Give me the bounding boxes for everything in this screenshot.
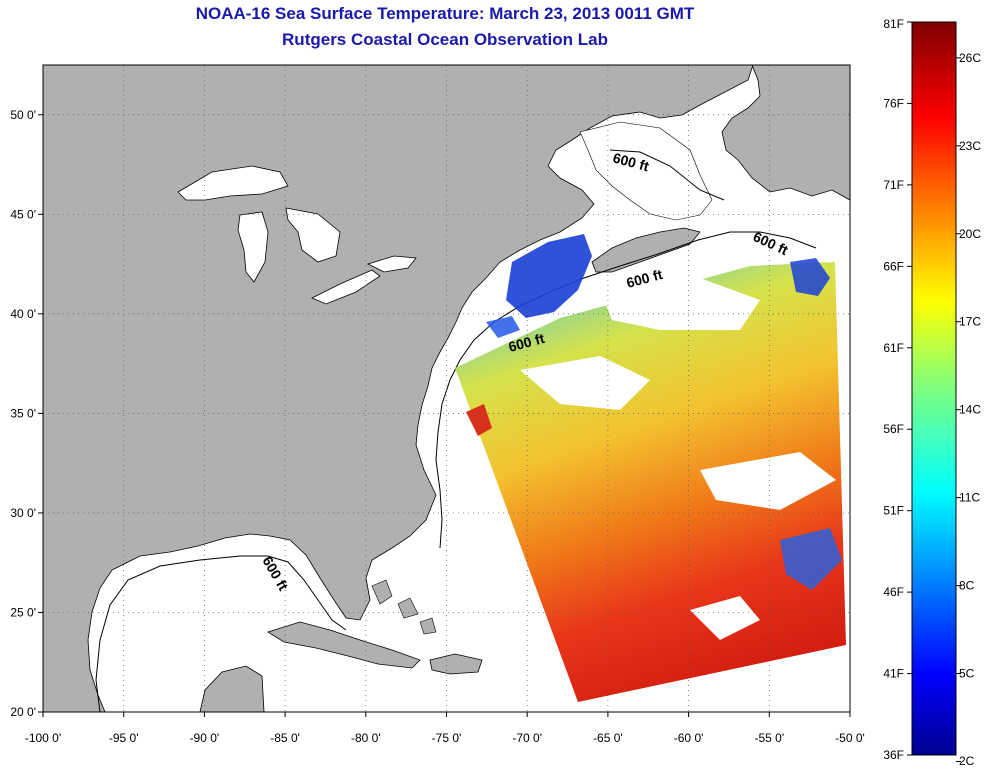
depth-contour-atlantic (435, 231, 817, 549)
lon-label: -85 0' (270, 731, 300, 745)
colorbar-c-label: 8C (959, 579, 975, 593)
lon-label: -60 0' (674, 731, 704, 745)
colorbar-f-label: 56F (883, 422, 904, 436)
depth-contour-stlawrence (609, 149, 725, 201)
lat-label: 30 0' (10, 506, 36, 520)
colorbar (911, 21, 957, 756)
colorbar-c-label: 17C (959, 315, 981, 329)
lake-ontario (366, 255, 417, 273)
colorbar-f-label: 51F (883, 504, 904, 518)
colorbar-f-label: 66F (883, 259, 904, 273)
longitude-labels: -100 0' -95 0' -90 0' -85 0' -80 0' -75 0' -70… (25, 712, 865, 745)
cloud-gap-3 (700, 452, 836, 510)
colorbar-c-label: 14C (959, 403, 981, 417)
lon-label: -50 0' (835, 731, 865, 745)
colorbar-f-label: 71F (883, 178, 904, 192)
land-hispaniola (429, 653, 483, 675)
colorbar-c-label: 11C (959, 491, 980, 505)
lat-label: 35 0' (10, 406, 36, 420)
land-north-america (43, 65, 754, 712)
lat-label: 45 0' (10, 207, 36, 221)
cloud-gap-2 (520, 356, 650, 410)
land-bahamas (371, 579, 437, 635)
colorbar-c-label: 5C (959, 667, 975, 681)
lon-label: -75 0' (432, 731, 462, 745)
lon-label: -70 0' (512, 731, 542, 745)
land-yucatan (199, 665, 265, 712)
map-title: NOAA-16 Sea Surface Temperature: March 2… (195, 4, 695, 23)
colorbar-f-label: 81F (883, 17, 904, 31)
colorbar-f-label: 41F (883, 667, 904, 681)
sst-eddy (780, 528, 842, 590)
colorbar-f-label: 61F (883, 341, 904, 355)
lat-label: 25 0' (10, 605, 36, 619)
lake-superior (177, 165, 289, 201)
colorbar-f-label: 76F (883, 96, 904, 110)
lon-label: -90 0' (190, 731, 220, 745)
colorbar-c-label: 20C (959, 227, 981, 241)
lake-huron (285, 207, 341, 263)
lat-label: 40 0' (10, 307, 36, 321)
land-cuba (267, 621, 421, 669)
cloud-gap-4 (690, 596, 760, 640)
colorbar-f-label: 36F (883, 748, 904, 762)
map-subtitle: Rutgers Coastal Ocean Observation Lab (282, 30, 608, 49)
lon-label: -80 0' (351, 731, 381, 745)
land-nova-scotia (591, 227, 701, 273)
land-newfoundland (721, 65, 850, 201)
cloud-gap-1 (600, 278, 760, 330)
colorbar-c-label: 23C (959, 139, 981, 153)
colorbar-c-label: 26C (959, 51, 981, 65)
sst-cold-band-3 (486, 316, 520, 338)
lake-michigan (237, 211, 269, 283)
colorbar-ticks: 81F 76F 71F 66F 61F 56F 51F 46F 41F 36F 26C 23C 20C 1… (883, 17, 981, 768)
lon-label: -65 0' (593, 731, 623, 745)
sst-warm-patch (466, 404, 492, 436)
lat-label: 20 0' (10, 705, 36, 719)
gulf-st-lawrence (579, 121, 713, 221)
lon-label: -55 0' (754, 731, 784, 745)
colorbar-f-label: 46F (883, 585, 904, 599)
lon-label: -95 0' (109, 731, 139, 745)
colorbar-c-label: 2C (959, 754, 975, 768)
sst-cold-band-2 (790, 258, 830, 296)
latitude-labels: 20 0' 25 0' 30 0' 35 0' 40 0' 45 0' 50 0' (10, 108, 43, 719)
lat-label: 50 0' (10, 108, 36, 122)
lake-erie (311, 269, 381, 305)
lon-label: -100 0' (25, 731, 61, 745)
depth-contour-gulf (95, 555, 347, 712)
